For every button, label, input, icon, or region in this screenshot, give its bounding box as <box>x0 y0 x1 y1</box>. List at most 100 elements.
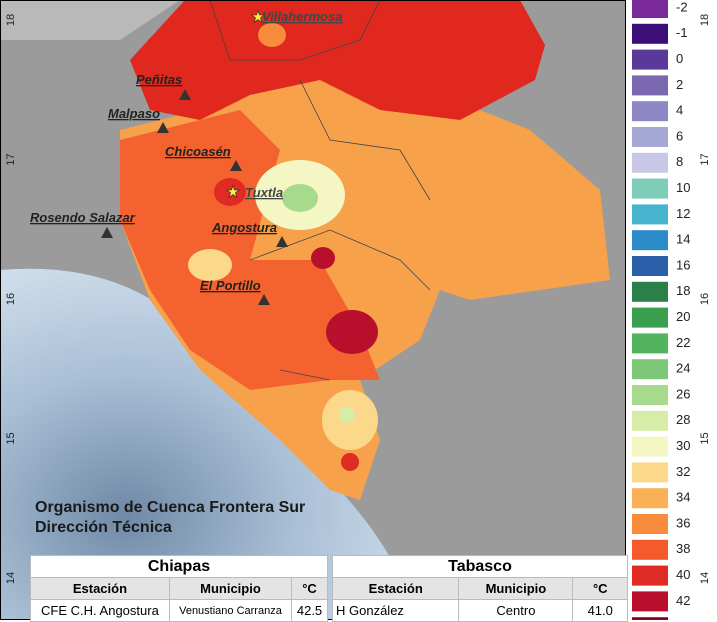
legend-swatch <box>632 591 668 612</box>
gulf <box>0 0 180 40</box>
legend-swatch <box>632 385 668 405</box>
legend-swatch <box>632 0 668 18</box>
legend-swatch <box>632 539 668 560</box>
cell: CFE C.H. Angostura <box>30 599 170 622</box>
hot-spot <box>341 453 359 471</box>
legend-label: 34 <box>676 490 690 505</box>
legend-swatch <box>632 152 668 173</box>
hot-spot <box>311 247 335 269</box>
legend-label: 24 <box>676 361 690 376</box>
dam-marker <box>179 89 191 100</box>
city-marker <box>225 184 241 199</box>
org-name: Organismo de Cuenca Frontera Sur <box>35 499 305 516</box>
cell: 41.0 <box>572 599 628 622</box>
legend-swatch <box>632 333 668 354</box>
legend-swatch <box>632 75 668 96</box>
place-label: Angostura <box>211 220 277 235</box>
legend-label: 30 <box>676 438 690 453</box>
legend-swatch <box>632 410 668 431</box>
cool-spot <box>188 249 232 281</box>
table-chiapas: Chiapas Estación Municipio °C CFE C.H. Ang… <box>30 555 328 622</box>
legend-swatch <box>632 436 668 457</box>
legend-swatch <box>632 462 668 483</box>
place-label: Chicoasén <box>165 144 231 159</box>
place-label: Villahermosa <box>262 9 342 24</box>
col-header: °C <box>572 577 628 600</box>
legend-swatch <box>632 101 668 122</box>
legend-label: 6 <box>676 128 683 143</box>
dam-marker <box>258 294 270 305</box>
cell: 42.5 <box>291 599 328 622</box>
boundary <box>209 0 431 381</box>
legend-label: 42 <box>676 593 690 608</box>
legend-swatch <box>632 204 668 225</box>
lat-label: 17 <box>699 153 711 165</box>
lat-label: 16 <box>5 293 17 305</box>
dam-marker <box>276 236 288 247</box>
table-tabasco: Tabasco Estación Municipio °C H González Ce… <box>331 555 628 622</box>
place-label: Tuxtla <box>245 185 283 200</box>
place-label: El Portillo <box>200 278 261 293</box>
legend-swatch <box>632 178 668 199</box>
col-header: Estación <box>30 577 170 600</box>
cool-spot <box>339 407 355 423</box>
place-label: Rosendo Salazar <box>30 210 136 225</box>
legend-swatch <box>632 127 668 147</box>
legend-label: 26 <box>676 386 690 401</box>
cool-spot <box>282 184 318 212</box>
legend-label: 22 <box>676 335 690 350</box>
ocean <box>0 268 420 620</box>
legend-label: 36 <box>676 515 690 530</box>
place-label: Peñitas <box>136 72 182 87</box>
cell: H González <box>331 599 460 622</box>
table-title: Chiapas <box>30 555 328 578</box>
legend-swatch <box>632 565 668 586</box>
legend-label: 28 <box>676 412 690 427</box>
dam-marker <box>157 122 169 133</box>
legend-swatch <box>632 281 668 302</box>
legend-label: 8 <box>676 154 683 169</box>
place-label: Malpaso <box>108 106 160 121</box>
legend-label: 44 <box>676 619 690 620</box>
lat-label: 15 <box>5 432 17 444</box>
lat-label: 17 <box>5 153 17 165</box>
lat-label: 14 <box>5 572 17 584</box>
legend-label: 40 <box>676 567 690 582</box>
legend-label: 32 <box>676 464 690 479</box>
col-header: Estación <box>331 577 460 600</box>
legend-label: 10 <box>676 180 690 195</box>
hot-spot <box>326 310 378 354</box>
legend-label: 18 <box>676 283 690 298</box>
legend-swatch <box>632 256 668 276</box>
col-header: °C <box>291 577 328 600</box>
lat-label: 15 <box>699 432 711 444</box>
legend-label: 12 <box>676 206 690 221</box>
col-header: Municipio <box>458 577 574 600</box>
lat-label: 18 <box>5 14 17 26</box>
legend-label: 0 <box>676 51 683 66</box>
legend-label: -2 <box>676 0 688 14</box>
legend-label: 16 <box>676 257 690 272</box>
legend-swatch <box>632 514 668 534</box>
legend-swatch <box>632 49 668 70</box>
cell: Venustiano Carranza <box>168 599 293 622</box>
hot-zone <box>120 110 380 390</box>
dam-marker <box>101 227 113 238</box>
legend-label: 14 <box>676 232 690 247</box>
legend-label: 2 <box>676 77 683 92</box>
tabasco <box>130 0 545 120</box>
cell: Centro <box>458 599 574 622</box>
cool-spot <box>258 23 286 47</box>
legend-swatch <box>632 23 668 44</box>
legend-swatch <box>632 488 668 509</box>
legend-swatch <box>632 359 668 380</box>
dam-marker <box>230 160 242 171</box>
legend-label: 4 <box>676 103 683 118</box>
legend-label: 20 <box>676 309 690 324</box>
table-title: Tabasco <box>332 555 628 578</box>
col-header: Municipio <box>168 577 293 600</box>
city-marker <box>250 9 266 24</box>
legend-swatch <box>632 307 668 328</box>
